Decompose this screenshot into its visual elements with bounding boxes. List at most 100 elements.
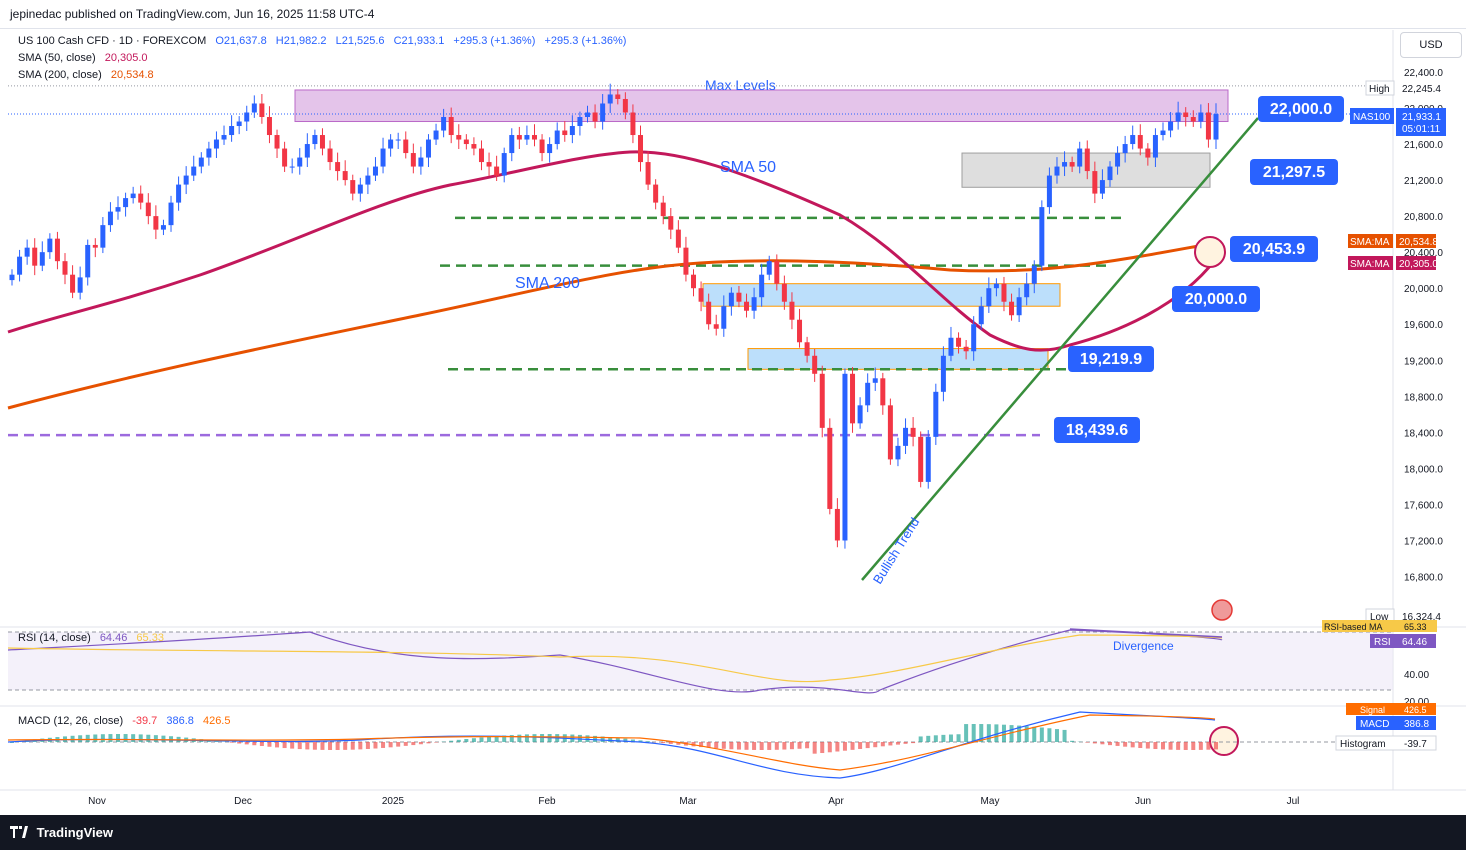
- macd-histogram-bar: [706, 742, 711, 748]
- candle-body: [940, 355, 946, 392]
- high-tag: High: [1369, 84, 1390, 95]
- macd-signal-tag-box: [1346, 703, 1436, 715]
- macd-histogram-bar: [85, 734, 90, 742]
- candle-body: [531, 135, 537, 140]
- candle-body: [971, 324, 977, 352]
- us-flag-icon: [1211, 599, 1233, 621]
- candle-body: [191, 166, 197, 176]
- low-tag: Low: [1370, 612, 1389, 623]
- candle-body: [100, 225, 106, 248]
- candle-body: [842, 373, 848, 541]
- sma200-tag-value: 20,534.8: [1399, 237, 1438, 248]
- candle-body: [176, 184, 182, 203]
- price-tick-label: 20,400.0: [1404, 248, 1443, 259]
- candle-body: [516, 135, 522, 140]
- candle-body: [812, 355, 818, 374]
- macd-histogram-bar: [1062, 729, 1067, 742]
- candle-body: [698, 288, 704, 302]
- rsi-legend[interactable]: RSI (14, close) 64.46 65.33: [18, 632, 170, 644]
- macd-histogram-bar: [123, 734, 128, 742]
- macd-histogram-bar: [615, 737, 620, 742]
- candle-body: [77, 277, 83, 293]
- candle-body: [282, 148, 288, 167]
- candle-body: [1137, 135, 1143, 149]
- macd-histogram-bar: [396, 742, 401, 747]
- macd-histogram-bar: [979, 724, 984, 742]
- price-tick-label: 17,600.0: [1404, 500, 1443, 511]
- candle-body: [39, 252, 45, 266]
- candle-body: [244, 112, 250, 122]
- macd-histogram-bar: [517, 734, 522, 742]
- candle-body: [380, 148, 386, 167]
- candle-body: [221, 135, 227, 140]
- sma200-tag-text: SMA:MA: [1350, 237, 1390, 248]
- candle-body: [1084, 148, 1090, 172]
- max-levels-zone: [294, 89, 1229, 123]
- time-tick-label: Nov: [88, 796, 106, 807]
- level-19219-label-box: [1068, 346, 1154, 372]
- candle-body: [880, 378, 886, 406]
- price-tick-label: 21,600.0: [1404, 140, 1443, 151]
- rsi-value: 64.46: [99, 632, 128, 644]
- macd-histogram-bar: [948, 734, 953, 742]
- macd-histogram-bar: [312, 742, 317, 750]
- candle-body: [903, 427, 909, 446]
- macd-histogram-bar: [736, 742, 741, 750]
- macd-histogram-bar: [509, 735, 514, 742]
- macd-histogram-bar: [365, 742, 370, 749]
- macd-hist-tag-value: -39.7: [1404, 739, 1427, 750]
- macd-signal-tag-value: 426.5: [1404, 705, 1427, 715]
- candle-body: [1031, 265, 1037, 284]
- macd-histogram-bar: [449, 740, 454, 742]
- macd-histogram-bar: [146, 734, 151, 742]
- sma50-line: [7, 150, 1217, 352]
- chart-canvas[interactable]: 22,400.0 22,000.0 21,600.0 21,200.0 20,800.0…: [0, 0, 1466, 815]
- legend-symbol: US 100 Cash CFD · 1D · FOREXCOM: [18, 35, 207, 47]
- candle-body: [925, 436, 931, 482]
- top-bar: jepinedac published on TradingView.com, …: [0, 0, 1466, 29]
- macd-histogram-bar: [956, 734, 961, 742]
- macd-histogram-bar: [911, 742, 916, 744]
- sma200-line: [7, 241, 1216, 410]
- tradingview-logo[interactable]: TradingView: [10, 825, 113, 840]
- candle-body: [115, 207, 121, 212]
- bullish-trend-label: Bullish Trend: [870, 515, 923, 587]
- candle-body: [123, 198, 129, 208]
- candle-body: [509, 135, 515, 154]
- macd-histogram-bar: [1024, 726, 1029, 742]
- candle-body: [592, 112, 598, 122]
- candle-body: [198, 157, 204, 167]
- macd-histogram-bar: [1001, 724, 1006, 742]
- macd-histogram-bar: [865, 742, 870, 749]
- bullish-trend-line: [861, 117, 1259, 581]
- legend-sma50-row[interactable]: SMA (50, close) 20,305.0: [18, 52, 154, 64]
- level-20000-label: 20,000.0: [1185, 291, 1247, 308]
- candle-body: [1077, 148, 1083, 167]
- candle-body: [1039, 207, 1045, 266]
- macd-histogram-bar: [1160, 742, 1165, 750]
- legend-sma200-row[interactable]: SMA (200, close) 20,534.8: [18, 69, 160, 81]
- macd-hist-value: -39.7: [132, 715, 158, 727]
- price-tick-label: 17,200.0: [1404, 536, 1443, 547]
- macd-histogram-bar: [805, 742, 810, 749]
- candle-body: [471, 144, 477, 149]
- macd-histogram-bar: [926, 735, 931, 742]
- candle-body: [183, 175, 189, 185]
- candle-body: [713, 324, 719, 329]
- macd-hist-tag: Histogram: [1340, 739, 1386, 750]
- macd-legend[interactable]: MACD (12, 26, close) -39.7 386.8 426.5: [18, 715, 236, 727]
- candle-body: [577, 117, 583, 127]
- candle-body: [539, 139, 545, 154]
- candle-body: [789, 301, 795, 320]
- macd-histogram-bar: [335, 742, 340, 750]
- candle-body: [547, 144, 553, 154]
- macd-tag-value: 386.8: [1404, 719, 1429, 730]
- candle-body: [213, 139, 219, 149]
- macd-histogram-bar: [1176, 742, 1181, 750]
- macd-histogram-bar: [237, 742, 242, 744]
- macd-histogram-bar: [850, 742, 855, 750]
- macd-histogram-bar: [78, 735, 83, 742]
- currency-button[interactable]: USD: [1400, 32, 1462, 58]
- macd-histogram-bar: [699, 742, 704, 748]
- macd-histogram-bar: [1092, 742, 1097, 744]
